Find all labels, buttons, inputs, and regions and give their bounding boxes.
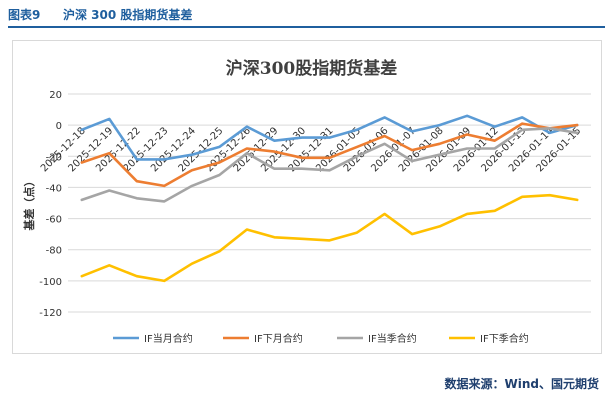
y-tick-label: 20 <box>49 90 62 101</box>
data-point <box>246 126 248 128</box>
data-point <box>136 275 138 277</box>
line-chart: 沪深300股指期货基差200-20-40-60-80-100-120基差（点）2… <box>22 58 591 345</box>
data-point <box>438 154 440 156</box>
data-point <box>246 147 248 149</box>
data-point <box>81 199 83 201</box>
y-axis-label: 基差（点） <box>22 176 36 232</box>
series-line-0 <box>80 114 579 161</box>
y-tick-label: -60 <box>46 215 62 226</box>
data-point <box>218 146 220 148</box>
data-point <box>108 264 110 266</box>
figure-title: 沪深 300 股指期货基差 <box>63 8 193 22</box>
y-tick-label: -20 <box>46 152 62 163</box>
data-point <box>493 147 495 149</box>
data-point <box>136 197 138 199</box>
data-point <box>191 169 193 171</box>
data-point <box>356 155 358 157</box>
data-point <box>549 132 551 134</box>
data-point <box>301 168 303 170</box>
data-point <box>273 168 275 170</box>
series-line-3 <box>80 193 579 283</box>
series-line-1 <box>80 122 579 188</box>
data-point <box>493 126 495 128</box>
chart-container: 沪深300股指期货基差 20 0 -20 -40 -60 -80 -100 -120 基差（点） 2… <box>12 40 602 354</box>
data-point <box>328 157 330 159</box>
data-source-note: 数据来源：Wind、国元期货 <box>444 377 599 391</box>
data-point <box>218 161 220 163</box>
figure-header: 图表9 沪深 300 股指期货基差 <box>8 6 605 28</box>
data-point <box>81 129 83 131</box>
data-point <box>411 160 413 162</box>
data-point <box>411 233 413 235</box>
data-point <box>108 189 110 191</box>
data-point <box>218 174 220 176</box>
data-point <box>301 157 303 159</box>
data-point <box>356 129 358 131</box>
data-point <box>576 132 578 134</box>
data-point <box>301 136 303 138</box>
data-point <box>328 239 330 241</box>
data-point <box>438 143 440 145</box>
data-point <box>521 122 523 124</box>
data-point <box>246 228 248 230</box>
data-point <box>163 158 165 160</box>
data-point <box>549 127 551 129</box>
legend-label: IF当月合约 <box>144 332 193 345</box>
data-point <box>493 140 495 142</box>
legend-label: IF当季合约 <box>368 332 417 345</box>
y-tick-label: -40 <box>46 183 62 194</box>
data-point <box>328 136 330 138</box>
data-point <box>191 154 193 156</box>
data-point <box>328 169 330 171</box>
data-point <box>438 225 440 227</box>
legend-label: IF下月合约 <box>254 332 303 345</box>
data-point <box>411 149 413 151</box>
data-point <box>163 185 165 187</box>
y-tick-label: 0 <box>56 121 62 132</box>
data-point <box>191 185 193 187</box>
data-point <box>356 146 358 148</box>
data-point <box>383 213 385 215</box>
data-point <box>521 116 523 118</box>
data-point <box>273 236 275 238</box>
legend-label: IF下季合约 <box>480 332 529 345</box>
data-point <box>246 152 248 154</box>
y-tick-label: -80 <box>46 246 62 257</box>
data-point <box>301 238 303 240</box>
data-point <box>163 280 165 282</box>
data-point <box>108 152 110 154</box>
data-point <box>81 275 83 277</box>
data-point <box>136 180 138 182</box>
data-point <box>108 118 110 120</box>
chart-title: 沪深300股指期货基差 <box>226 58 398 79</box>
y-tick-label: -100 <box>39 277 62 288</box>
data-point <box>218 250 220 252</box>
figure-label: 图表9 <box>8 8 41 22</box>
y-tick-label: -120 <box>39 308 62 319</box>
data-point <box>466 133 468 135</box>
data-point <box>493 210 495 212</box>
data-point <box>383 135 385 137</box>
data-point <box>576 124 578 126</box>
data-point <box>576 199 578 201</box>
data-point <box>273 150 275 152</box>
data-point <box>549 194 551 196</box>
data-point <box>521 129 523 131</box>
data-point <box>411 130 413 132</box>
data-point <box>273 140 275 142</box>
data-point <box>191 263 193 265</box>
data-point <box>466 147 468 149</box>
data-point <box>438 124 440 126</box>
data-point <box>521 196 523 198</box>
data-point <box>136 158 138 160</box>
data-point <box>383 143 385 145</box>
data-point <box>81 161 83 163</box>
data-point <box>163 200 165 202</box>
data-point <box>466 115 468 117</box>
series-line-2 <box>80 127 579 203</box>
data-point <box>356 231 358 233</box>
data-point <box>466 213 468 215</box>
data-point <box>383 116 385 118</box>
